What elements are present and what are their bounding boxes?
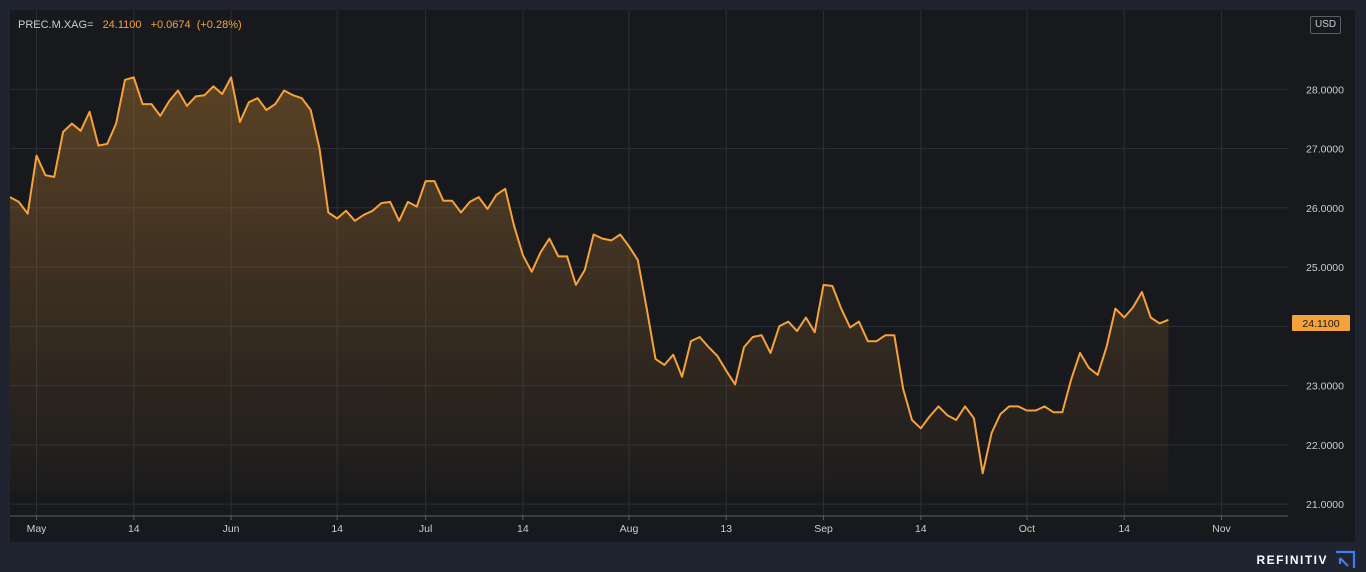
last-price-tag-bg <box>1292 315 1350 331</box>
y-tick-label: 23.0000 <box>1306 381 1344 393</box>
chart-header: PREC.M.XAG= 24.1100 +0.0674 (+0.28%) <box>18 19 242 31</box>
price-chart[interactable]: May 14 Jun 14 Jul 14 Aug 13 Sep 14 Oct 14 Nov 21.000… <box>10 10 1355 542</box>
currency-badge[interactable]: USD <box>1310 16 1342 34</box>
x-tick-label: 14 <box>517 523 529 535</box>
symbol-label: PREC.M.XAG= <box>18 19 94 31</box>
price-change-percent: (+0.28%) <box>196 19 242 31</box>
y-tick-label: 28.0000 <box>1306 84 1344 96</box>
x-tick-label: May <box>27 523 48 535</box>
y-tick-label: 25.0000 <box>1306 262 1344 274</box>
x-axis: May 14 Jun 14 Jul 14 Aug 13 Sep 14 Oct 14 Nov <box>27 516 1232 535</box>
chart-panel: May 14 Jun 14 Jul 14 Aug 13 Sep 14 Oct 14 Nov 21.000… <box>10 10 1355 542</box>
x-tick-label: Aug <box>620 523 639 535</box>
y-tick-label: 21.0000 <box>1306 499 1344 511</box>
x-tick-label: Oct <box>1019 523 1035 535</box>
x-tick-label: 13 <box>720 523 732 535</box>
x-tick-label: 14 <box>1118 523 1130 535</box>
x-tick-label: 14 <box>331 523 343 535</box>
x-tick-label: Sep <box>814 523 833 535</box>
y-axis: 21.000022.000023.000024.000025.000026.00… <box>1306 84 1344 511</box>
x-tick-label: 14 <box>915 523 927 535</box>
price-line <box>10 76 1169 475</box>
last-price-tag: 24.1100 <box>1292 315 1350 331</box>
x-tick-label: Jul <box>419 523 432 535</box>
y-tick-label: 27.0000 <box>1306 144 1344 156</box>
x-tick-label: 14 <box>128 523 140 535</box>
x-tick-label: Nov <box>1212 523 1231 535</box>
last-price-value: 24.1100 <box>102 19 142 31</box>
refinitiv-logo-icon <box>1336 550 1356 568</box>
x-tick-label: Jun <box>223 523 240 535</box>
price-change-value: +0.0674 <box>150 19 191 31</box>
last-price-tag-text: 24.1100 <box>1302 318 1339 330</box>
price-area-fill <box>10 77 1169 493</box>
brand-logo-text: REFINITIV <box>1256 553 1328 567</box>
y-tick-label: 26.0000 <box>1306 203 1344 215</box>
y-tick-label: 22.0000 <box>1306 440 1344 452</box>
